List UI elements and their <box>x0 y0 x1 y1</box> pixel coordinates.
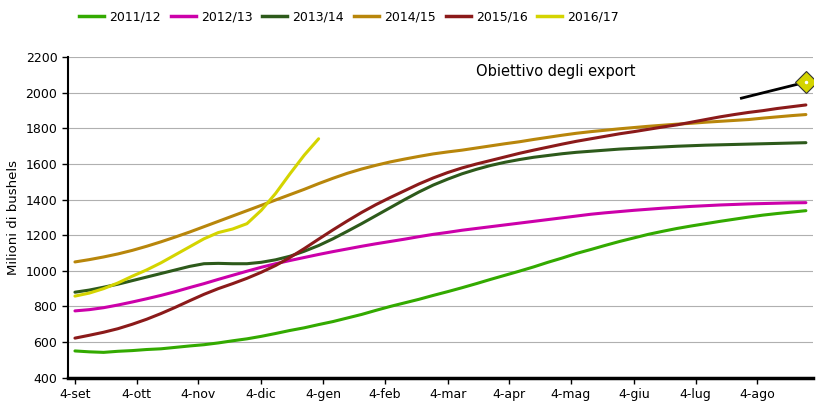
Legend: 2011/12, 2012/13, 2013/14, 2014/15, 2015/16, 2016/17: 2011/12, 2012/13, 2013/14, 2014/15, 2015… <box>74 6 623 29</box>
Text: Obiettivo degli export: Obiettivo degli export <box>476 64 635 79</box>
Y-axis label: Milioni di bushels: Milioni di bushels <box>7 160 20 275</box>
